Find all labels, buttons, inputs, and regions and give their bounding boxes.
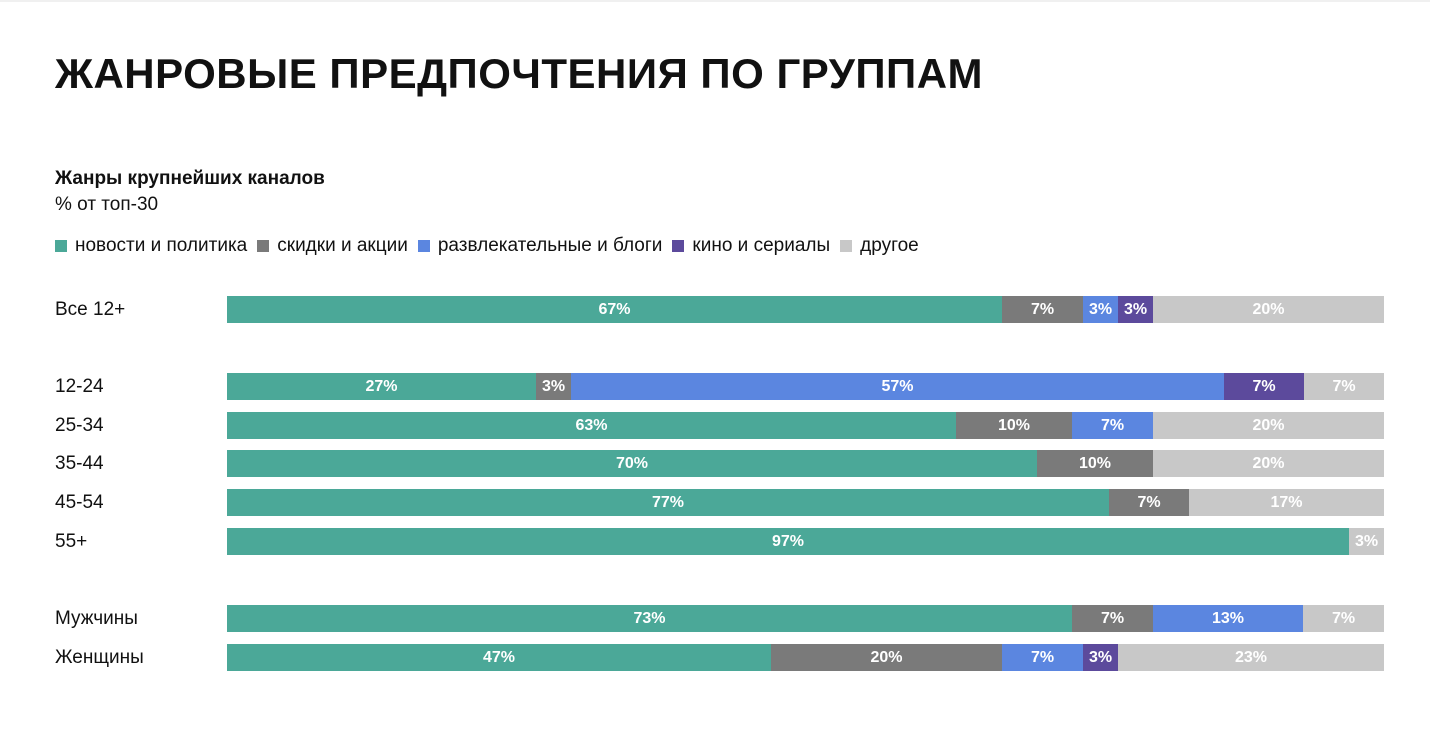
bar-row: 67% 7% 3% 3% 20% <box>227 296 1384 323</box>
data-label: 7% <box>1252 377 1276 395</box>
category-label: 45-54 <box>55 492 104 513</box>
bar-segment: 20% <box>771 644 1002 671</box>
data-label: 70% <box>615 454 649 472</box>
bar-segment: 3% <box>1118 296 1153 323</box>
bar-segment: 73% <box>227 605 1072 632</box>
bar-segment: 10% <box>1037 450 1153 477</box>
top-rule <box>0 0 1430 2</box>
data-label: 17% <box>1270 493 1303 511</box>
bar-segment: 7% <box>1224 373 1304 400</box>
bar-segment: 7% <box>1072 412 1153 439</box>
legend: новости и политика скидки и акции развлека… <box>55 235 929 257</box>
data-label: 3% <box>1354 532 1379 550</box>
legend-item: новости и политика <box>55 235 247 257</box>
bar-segment: 20% <box>1153 412 1384 439</box>
category-label: Мужчины <box>55 608 138 629</box>
legend-swatch <box>840 240 853 252</box>
category-label: 25-34 <box>55 415 104 436</box>
data-label: 7% <box>1331 609 1356 627</box>
bar-segment: 7% <box>1072 605 1153 632</box>
legend-swatch <box>672 240 685 252</box>
bar-segment: 13% <box>1153 605 1303 632</box>
bar-segment: 23% <box>1118 644 1384 671</box>
data-label: 20% <box>870 648 903 666</box>
legend-label: кино и сериалы <box>692 235 831 256</box>
legend-label: скидки и акции <box>277 235 408 256</box>
data-label: 20% <box>1252 454 1285 472</box>
category-label: 35-44 <box>55 453 104 474</box>
data-label: 23% <box>1234 648 1268 666</box>
legend-swatch <box>55 240 67 252</box>
category-label: Все 12+ <box>55 299 126 320</box>
bar-segment: 7% <box>1002 644 1083 671</box>
bar-segment: 3% <box>536 373 571 400</box>
data-label: 10% <box>997 416 1031 434</box>
bar-segment: 97% <box>227 528 1349 555</box>
bar-segment: 67% <box>227 296 1002 323</box>
bar-segment: 7% <box>1109 489 1189 516</box>
bar-segment: 20% <box>1153 450 1384 477</box>
category-label: 55+ <box>55 531 88 552</box>
bar-segment: 27% <box>227 373 536 400</box>
chart-subtitle: % от топ-30 <box>55 194 159 215</box>
data-label: 73% <box>633 609 666 627</box>
data-label: 13% <box>1211 609 1245 627</box>
bar-segment: 3% <box>1083 296 1118 323</box>
data-label: 3% <box>1088 300 1113 318</box>
bar-row: 77% 7% 17% <box>227 489 1384 516</box>
data-label: 67% <box>598 300 631 318</box>
bar-segment: 3% <box>1349 528 1384 555</box>
legend-label: развлекательные и блоги <box>437 235 663 256</box>
data-label: 77% <box>651 493 685 511</box>
category-label: Женщины <box>55 647 144 668</box>
bar-segment: 20% <box>1153 296 1384 323</box>
legend-swatch <box>257 240 270 252</box>
data-label: 63% <box>575 416 608 434</box>
bar-segment: 77% <box>227 489 1109 516</box>
bar-segment: 10% <box>956 412 1072 439</box>
legend-item: скидки и акции <box>257 235 408 257</box>
legend-label: другое <box>860 235 919 256</box>
data-label: 27% <box>365 377 398 395</box>
data-label: 20% <box>1252 300 1285 318</box>
data-label: 47% <box>482 648 516 666</box>
data-label: 7% <box>1137 493 1161 511</box>
bar-row: 47% 20% 7% 3% 23% <box>227 644 1384 671</box>
category-label: 12-24 <box>55 376 104 397</box>
data-label: 7% <box>1332 377 1356 395</box>
data-label: 3% <box>1123 300 1148 318</box>
data-label: 3% <box>1088 648 1113 666</box>
bar-segment: 63% <box>227 412 956 439</box>
page-title: ЖАНРОВЫЕ ПРЕДПОЧТЕНИЯ ПО ГРУППАМ <box>55 50 984 97</box>
data-label: 7% <box>1100 416 1125 434</box>
bar-row: 70% 10% 20% <box>227 450 1384 477</box>
bar-segment: 57% <box>571 373 1224 400</box>
data-label: 10% <box>1078 454 1112 472</box>
data-label: 3% <box>541 377 566 395</box>
bar-row: 27% 3% 57% 7% 7% <box>227 373 1384 400</box>
bar-segment: 7% <box>1304 373 1384 400</box>
legend-item: развлекательные и блоги <box>417 235 663 257</box>
data-label: 7% <box>1030 648 1055 666</box>
bar-segment: 3% <box>1083 644 1118 671</box>
bar-segment: 17% <box>1189 489 1384 516</box>
data-label: 7% <box>1100 609 1125 627</box>
data-label: 97% <box>771 532 805 550</box>
data-label: 57% <box>881 377 914 395</box>
legend-label: новости и политика <box>75 235 248 256</box>
bar-row: 97% 3% <box>227 528 1384 555</box>
bar-segment: 70% <box>227 450 1037 477</box>
bar-segment: 47% <box>227 644 771 671</box>
legend-item: кино и сериалы <box>672 235 830 257</box>
legend-item: другое <box>840 235 919 257</box>
bar-segment: 7% <box>1303 605 1384 632</box>
bar-row: 63% 10% 7% 20% <box>227 412 1384 439</box>
bar-segment: 7% <box>1002 296 1083 323</box>
legend-swatch <box>417 240 430 252</box>
data-label: 20% <box>1252 416 1285 434</box>
bar-row: 73% 7% 13% 7% <box>227 605 1384 632</box>
data-label: 7% <box>1030 300 1055 318</box>
chart-title: Жанры крупнейших каналов <box>55 168 325 189</box>
